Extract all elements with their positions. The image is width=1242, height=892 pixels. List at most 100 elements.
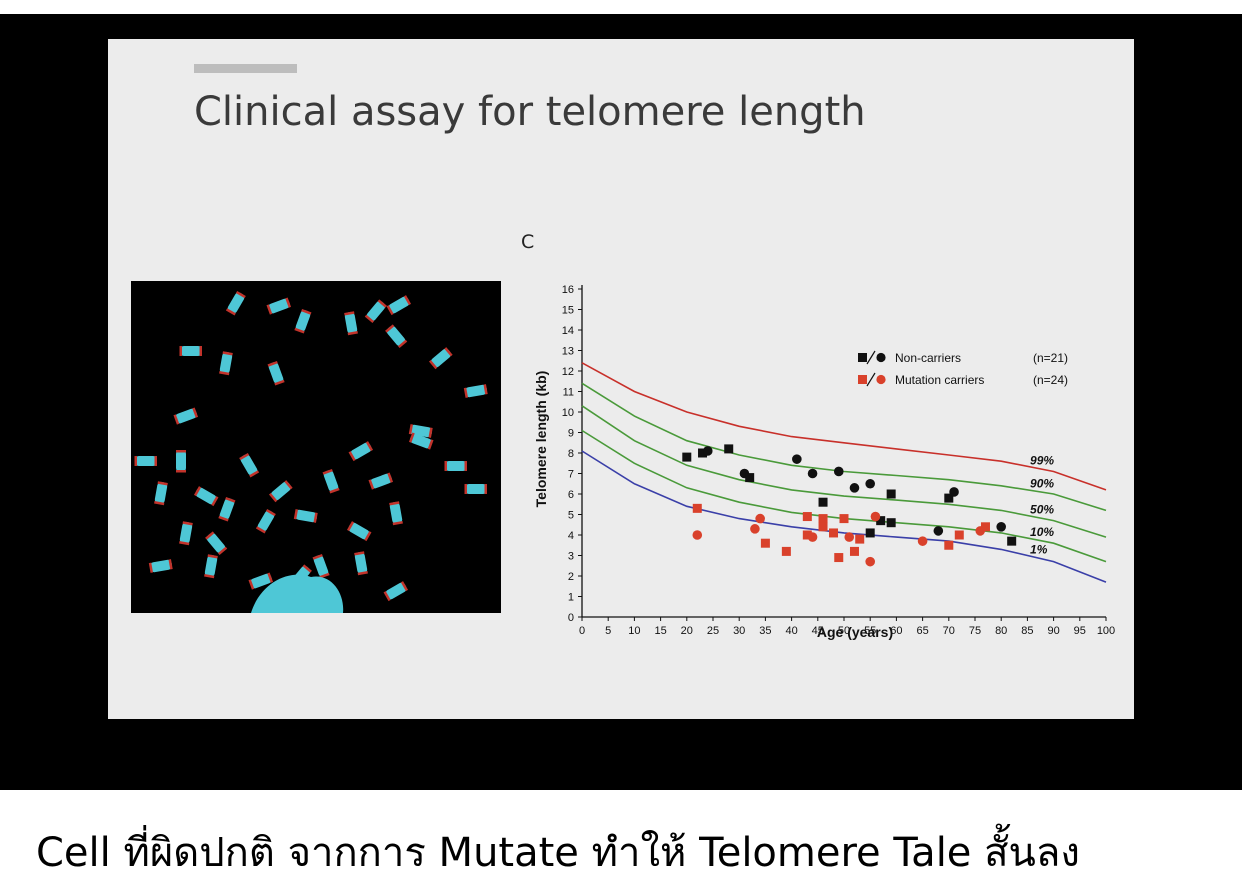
y-tick-label: 12 xyxy=(562,366,574,378)
x-tick-label: 15 xyxy=(654,625,666,637)
chromosome-shape xyxy=(383,581,409,602)
chromosome-shape xyxy=(239,452,260,478)
data-point-square xyxy=(1007,536,1017,546)
data-point-circle xyxy=(849,483,860,493)
data-point-square xyxy=(724,444,734,454)
data-point-square xyxy=(818,514,828,524)
percentile-curve-50 xyxy=(581,405,1107,538)
legend-slash xyxy=(866,372,876,387)
x-tick-label: 95 xyxy=(1074,625,1086,637)
x-tick-label: 90 xyxy=(1047,625,1059,637)
chromosome-shape xyxy=(267,360,285,386)
chromosome-shape xyxy=(385,324,408,349)
nucleus-fragment xyxy=(251,574,344,613)
x-tick-label: 45 xyxy=(812,625,824,637)
chromosome-shape xyxy=(408,432,434,450)
y-tick-label: 1 xyxy=(568,592,574,604)
y-tick-label: 9 xyxy=(568,428,574,440)
chromosome-shape xyxy=(464,484,487,494)
y-tick-label: 15 xyxy=(562,305,574,317)
data-point-circle xyxy=(702,446,713,456)
y-tick-label: 10 xyxy=(562,407,574,419)
data-points xyxy=(682,444,1017,567)
chromosome-shape xyxy=(312,553,330,579)
data-point-square xyxy=(855,534,865,544)
chromosome-shape xyxy=(193,486,219,507)
percentile-curve-1 xyxy=(581,450,1107,583)
y-tick-label: 7 xyxy=(568,469,574,481)
data-point-circle xyxy=(949,487,959,497)
chromosome-shape xyxy=(344,311,358,336)
chromosome-shape xyxy=(179,346,202,356)
data-point-square xyxy=(802,512,812,522)
title-accent-bar xyxy=(194,64,297,73)
x-tick-label: 10 xyxy=(628,625,640,637)
data-point-circle xyxy=(792,454,802,464)
chromosome-shape xyxy=(248,572,274,590)
chromosome-shape xyxy=(255,508,276,534)
data-point-circle xyxy=(844,532,855,542)
data-point-square xyxy=(698,448,708,458)
x-tick-label: 65 xyxy=(916,625,928,637)
x-tick-label: 80 xyxy=(995,625,1007,637)
percentile-label: 1% xyxy=(1030,543,1048,557)
data-point-square xyxy=(886,518,896,528)
chromosome-shape xyxy=(204,554,218,579)
legend-square-marker xyxy=(858,353,867,362)
chromosome-shape xyxy=(205,531,228,556)
chromosome-shape xyxy=(386,295,412,316)
subtitle-caption: Cell ที่ผิดปกติ จากการ Mutate ทำให้ Telo… xyxy=(36,830,1080,876)
chromosome-shape xyxy=(389,501,403,526)
y-tick-label: 3 xyxy=(568,551,574,563)
x-tick-label: 50 xyxy=(838,625,850,637)
chromosome-shape xyxy=(364,299,387,324)
data-point-square xyxy=(944,493,954,503)
chromosome-shape xyxy=(225,290,246,316)
legend-count: (n=21) xyxy=(1033,351,1068,365)
y-tick-label: 8 xyxy=(568,448,574,460)
data-point-square xyxy=(834,553,844,563)
data-point-circle xyxy=(807,468,818,479)
data-point-square xyxy=(865,528,875,538)
legend-count: (n=24) xyxy=(1033,373,1068,387)
chromosome-micrograph-image xyxy=(134,290,488,613)
y-tick-label: 0 xyxy=(568,612,574,624)
chromosome-shape xyxy=(428,347,453,370)
x-axis-label: Age (years) xyxy=(817,624,893,640)
data-point-circle xyxy=(917,536,928,546)
panel-label: C xyxy=(521,231,535,253)
legend-slash xyxy=(866,350,876,365)
x-tick-label: 35 xyxy=(759,625,771,637)
x-tick-label: 70 xyxy=(943,625,955,637)
x-tick-label: 0 xyxy=(579,625,585,637)
legend-label: Mutation carriers xyxy=(895,373,984,387)
legend-circle-marker xyxy=(876,374,886,385)
data-point-circle xyxy=(692,530,703,540)
data-point-circle xyxy=(807,532,818,542)
y-tick-label: 4 xyxy=(568,530,574,542)
y-tick-label: 16 xyxy=(562,284,574,296)
x-tick-label: 60 xyxy=(890,625,902,637)
percentile-label: 10% xyxy=(1030,525,1054,539)
x-tick-label: 30 xyxy=(733,625,745,637)
chromosome-shape xyxy=(134,456,157,466)
slide-title: Clinical assay for telomere length xyxy=(194,89,866,135)
percentile-label: 50% xyxy=(1030,503,1054,517)
data-point-square xyxy=(954,530,964,540)
y-tick-label: 6 xyxy=(568,489,574,501)
data-point-square xyxy=(886,489,896,499)
data-point-square xyxy=(876,516,886,526)
x-tick-label: 5 xyxy=(605,625,611,637)
data-point-square xyxy=(781,546,791,556)
chromosome-shape xyxy=(322,468,340,494)
data-point-square xyxy=(849,546,859,556)
chromosome-shape xyxy=(154,481,168,506)
data-point-circle xyxy=(870,511,881,522)
percentile-curves: 99% 90% 50% 10% 1% xyxy=(581,362,1107,583)
data-point-square xyxy=(818,497,828,507)
data-point-circle xyxy=(996,522,1006,532)
percentile-curve-90 xyxy=(581,382,1107,512)
